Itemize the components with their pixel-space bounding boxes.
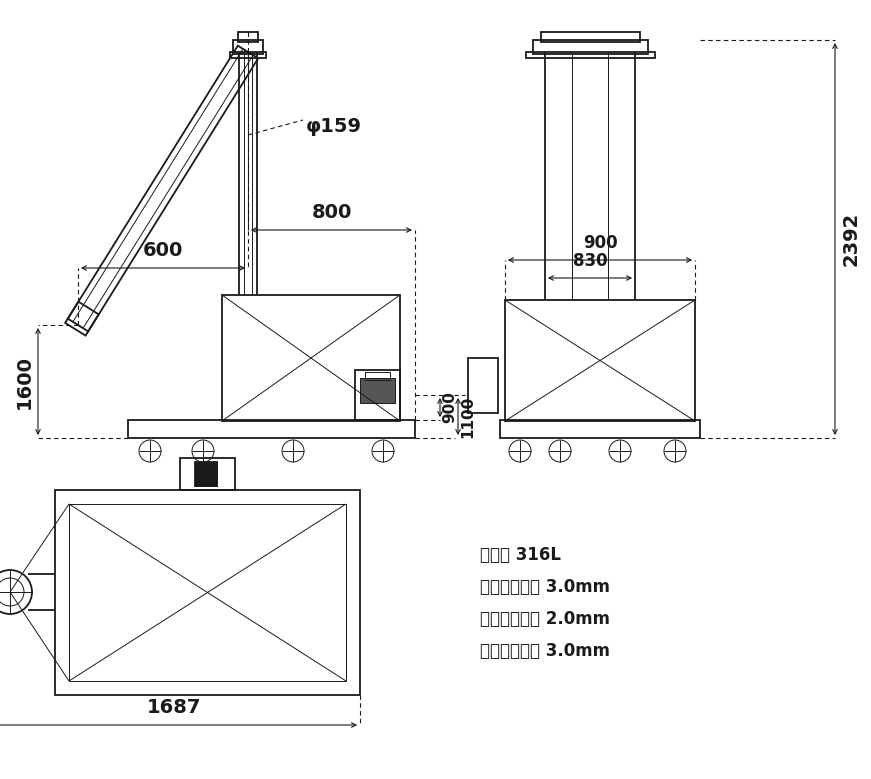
Bar [128,420,415,438]
Bar [500,420,700,438]
Bar [233,40,263,54]
Text: 1600: 1600 [15,354,33,408]
Bar [180,458,235,490]
Text: 贛旋管壁厚： 3.0mm: 贛旋管壁厚： 3.0mm [480,578,610,596]
Bar [195,462,217,486]
Bar [195,462,217,486]
Bar [55,490,360,695]
Bar [238,32,258,42]
Text: 830: 830 [573,252,607,270]
Bar [365,372,390,380]
Text: 900: 900 [442,392,457,424]
Text: 800: 800 [311,203,352,222]
Text: 材质： 316L: 材质： 316L [480,546,561,564]
Bar [526,52,655,58]
Text: 600: 600 [143,241,183,260]
Text: 2392: 2392 [841,212,861,266]
Text: φ159: φ159 [306,117,362,136]
Bar [541,32,640,42]
Text: 900: 900 [583,234,618,252]
Bar [360,378,395,403]
Text: 1687: 1687 [147,698,201,717]
Bar [230,52,266,58]
Bar [468,358,498,413]
Bar [355,370,400,420]
Bar [222,295,400,421]
Bar [505,300,695,421]
Bar [533,40,648,54]
Text: 储料仓板厚： 2.0mm: 储料仓板厚： 2.0mm [480,610,610,628]
Bar [69,504,346,681]
Text: 1100: 1100 [461,396,476,438]
Text: 贛旋叶片厚： 3.0mm: 贛旋叶片厚： 3.0mm [480,642,610,660]
